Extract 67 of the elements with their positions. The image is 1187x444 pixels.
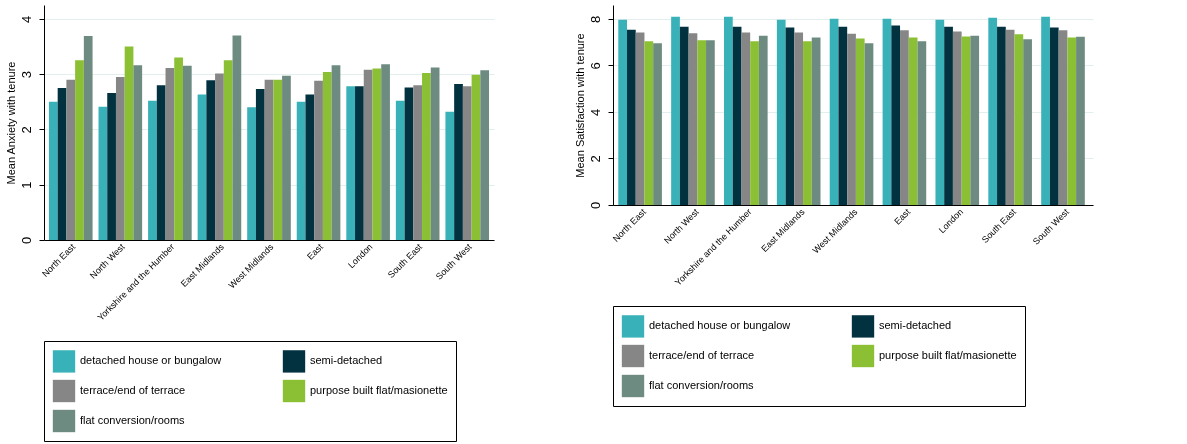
bar (98, 106, 108, 240)
bar (462, 86, 472, 240)
bar (471, 74, 481, 240)
bar (48, 101, 58, 240)
bar (422, 73, 431, 240)
bar (355, 86, 364, 240)
legend-label: terrace/end of terrace (649, 349, 755, 361)
y-tick-label: 2 (587, 155, 603, 163)
bar (182, 65, 192, 240)
bar (372, 68, 382, 240)
bar (247, 107, 256, 240)
bar (66, 79, 76, 240)
bar (206, 80, 216, 240)
bar (215, 73, 224, 240)
bar (156, 85, 166, 240)
y-tick-label: 1 (18, 181, 34, 189)
bar (165, 68, 175, 240)
legend-label: purpose built flat/masionette (879, 349, 1017, 361)
bar (305, 94, 315, 240)
bar (282, 75, 291, 240)
legend-label: detached house or bungalow (80, 354, 222, 367)
bar (322, 71, 332, 240)
y-tick-label: 6 (587, 62, 603, 70)
bar (395, 100, 405, 240)
bar (174, 57, 183, 240)
legend-label: flat conversion/rooms (80, 414, 186, 426)
bar (148, 100, 157, 240)
legend-label: semi-detached (879, 319, 952, 332)
y-axis-title: Mean Anxiety with tenure (4, 61, 17, 185)
y-tick-label: 4 (18, 15, 34, 23)
legend-label: semi-detached (310, 354, 383, 367)
bar (381, 64, 390, 240)
bar (445, 111, 455, 240)
y-tick-label: 0 (18, 236, 34, 245)
bar (232, 35, 242, 240)
bar (296, 101, 306, 240)
bar (346, 86, 356, 240)
bar (255, 89, 265, 240)
legend-label: detached house or bungalow (649, 319, 791, 332)
y-axis-title: Mean Satisfaction with tenure (573, 33, 586, 178)
bar (75, 60, 84, 240)
legend-label: flat conversion/rooms (649, 379, 755, 391)
bar (363, 69, 373, 240)
bar (273, 79, 283, 240)
bar (480, 70, 490, 240)
bar (124, 46, 134, 240)
bar (331, 65, 341, 240)
legend-label: terrace/end of terrace (80, 384, 186, 396)
bar (197, 94, 207, 240)
bar (107, 92, 116, 240)
bar (314, 80, 323, 240)
y-tick-label: 8 (587, 15, 603, 24)
legend-label: purpose built flat/masionette (310, 384, 448, 396)
bar (57, 87, 67, 240)
bar (223, 60, 233, 240)
y-tick-label: 4 (587, 108, 603, 117)
bar (454, 84, 463, 240)
bar (264, 79, 274, 240)
y-tick-label: 0 (587, 201, 603, 210)
bar (133, 65, 143, 240)
bar (430, 67, 440, 240)
bar (404, 87, 414, 240)
bar (413, 85, 423, 240)
y-tick-label: 2 (18, 126, 34, 134)
bar (83, 35, 93, 240)
y-tick-label: 3 (18, 71, 34, 79)
bar (115, 76, 125, 240)
